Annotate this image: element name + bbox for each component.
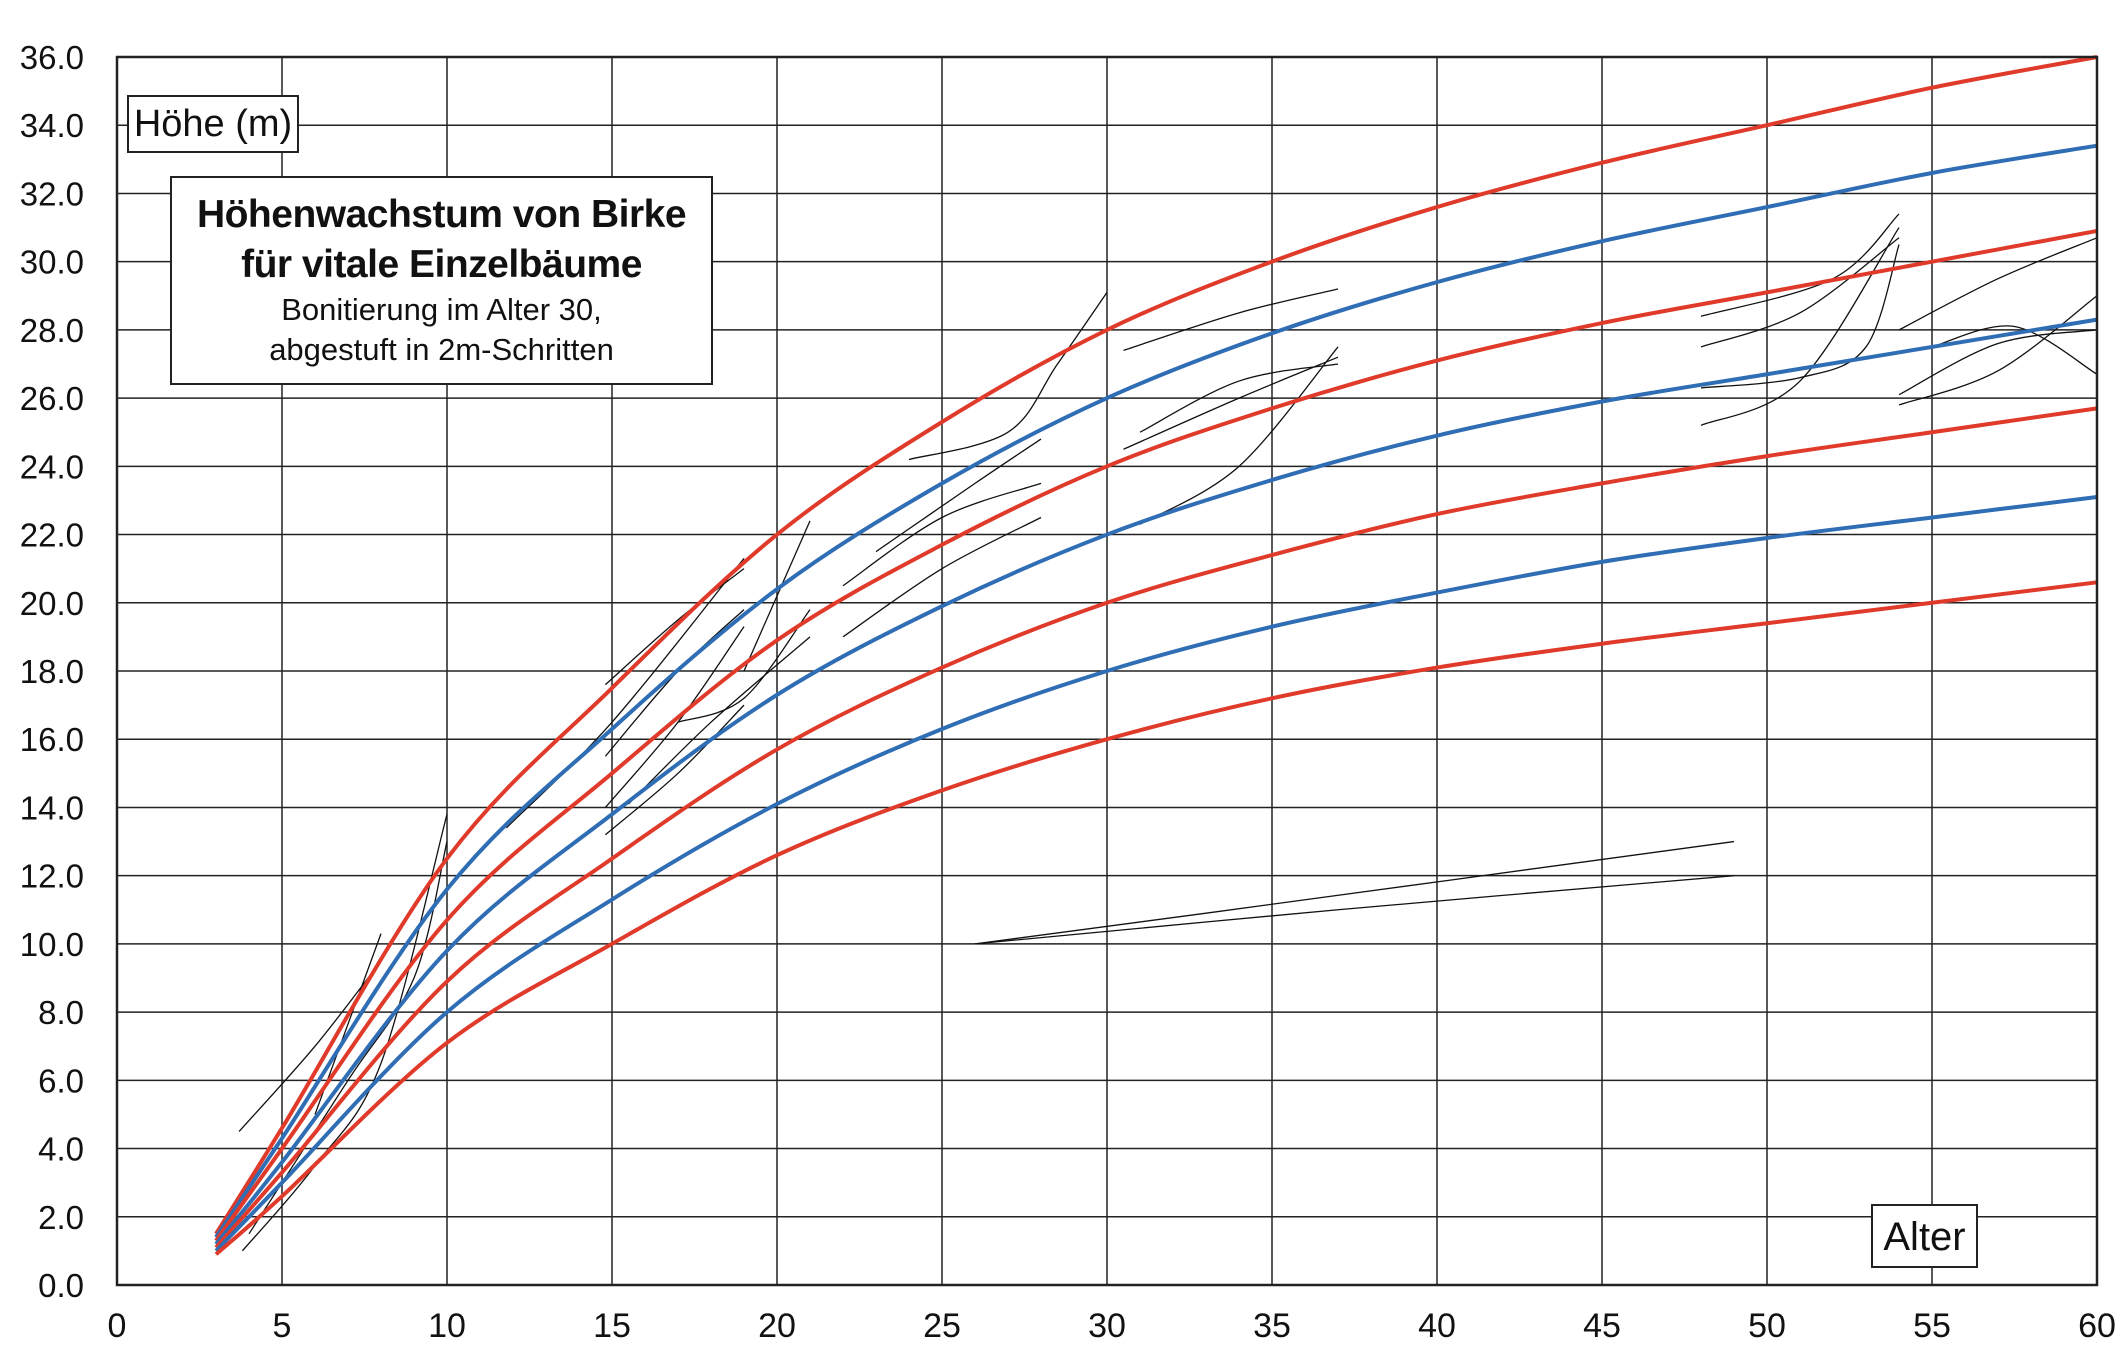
y-tick-label: 10.0 <box>20 926 84 963</box>
y-tick-label: 16.0 <box>20 721 84 758</box>
sample-tree-line <box>505 558 745 829</box>
chart-title: Höhenwachstum von Birke <box>196 193 687 236</box>
x-tick-label: 55 <box>1913 1307 1951 1345</box>
sample-tree-line <box>604 626 745 808</box>
sample-tree-line <box>314 933 382 1115</box>
sample-tree-line <box>842 516 1042 638</box>
x-tick-label: 25 <box>923 1307 961 1345</box>
site-index-curve <box>214 495 2098 1253</box>
y-tick-label: 26.0 <box>20 380 84 417</box>
y-axis-label: Höhe (m) <box>127 95 299 153</box>
site-index-curves <box>214 55 2098 1256</box>
site-index-curve <box>214 580 2098 1256</box>
plot-frame <box>115 55 2099 1287</box>
x-tick-label: 10 <box>428 1307 466 1345</box>
x-tick-label: 40 <box>1418 1307 1456 1345</box>
y-tick-label: 12.0 <box>20 858 84 895</box>
y-tick-label: 4.0 <box>38 1131 84 1168</box>
y-tick-label: 34.0 <box>20 107 84 144</box>
sample-tree-line <box>974 840 1735 945</box>
sample-tree-line <box>842 482 1042 587</box>
sample-tree-line <box>974 875 1735 945</box>
chart-subtitle-line2: abgestuft in 2m-Schritten <box>269 332 614 367</box>
sample-tree-line <box>1700 237 1900 348</box>
site-index-curve <box>214 143 2098 1239</box>
x-tick-label: 0 <box>108 1307 127 1345</box>
x-tick-label: 50 <box>1748 1307 1786 1345</box>
sample-tree-line <box>1123 288 1339 351</box>
y-tick-label: 32.0 <box>20 175 84 212</box>
x-tick-label: 60 <box>2078 1307 2116 1345</box>
chart-title-line2: für vitale Einzelbäume <box>241 243 642 286</box>
x-tick-label: 15 <box>593 1307 631 1345</box>
sample-tree-line <box>908 291 1108 461</box>
y-tick-label: 14.0 <box>20 789 84 826</box>
y-tick-label: 30.0 <box>20 244 84 281</box>
x-tick-label: 30 <box>1088 1307 1126 1345</box>
y-tick-label: 22.0 <box>20 517 84 554</box>
sample-tree-line <box>1898 329 2098 396</box>
sample-tree-line <box>1931 325 2098 375</box>
sample-tree-line <box>604 704 745 836</box>
y-tick-label: 36.0 <box>20 39 84 76</box>
x-tick-label: 45 <box>1583 1307 1621 1345</box>
site-index-curve <box>214 317 2098 1246</box>
sample-tree-line <box>1139 363 1339 433</box>
chart-title-box: Höhenwachstum von Birke für vitale Einze… <box>170 176 713 385</box>
sample-tree-line <box>1123 356 1339 450</box>
y-tick-label: 6.0 <box>38 1062 84 1099</box>
y-tick-label: 20.0 <box>20 585 84 622</box>
sample-tree-line <box>1898 237 2098 331</box>
x-tick-label: 20 <box>758 1307 796 1345</box>
y-tick-label: 18.0 <box>20 653 84 690</box>
y-tick-label: 8.0 <box>38 994 84 1031</box>
y-tick-label: 0.0 <box>38 1267 84 1304</box>
tick-labels: 0 5 10 15 20 25 30 35 40 45 50 55 60 0.0 2.0 4.0 6.0 8.0 1… <box>20 39 2116 1345</box>
y-tick-label: 28.0 <box>20 312 84 349</box>
sample-tree-line <box>241 814 448 1252</box>
site-index-curve <box>214 406 2098 1249</box>
x-tick-label: 35 <box>1253 1307 1291 1345</box>
x-axis-label: Alter <box>1871 1204 1978 1268</box>
sample-tree-line <box>875 438 1042 553</box>
sample-tree-line <box>604 568 745 686</box>
sample-tree-line <box>1898 295 2098 406</box>
x-tick-label: 5 <box>273 1307 292 1345</box>
sample-tree-line <box>1700 227 1900 426</box>
chart-subtitle-line1: Bonitierung im Alter 30, <box>281 292 602 327</box>
y-tick-label: 2.0 <box>38 1199 84 1236</box>
site-index-curve <box>214 55 2098 1235</box>
site-index-curve <box>214 229 2098 1242</box>
y-tick-label: 24.0 <box>20 448 84 485</box>
sample-tree-line <box>1700 244 1900 389</box>
